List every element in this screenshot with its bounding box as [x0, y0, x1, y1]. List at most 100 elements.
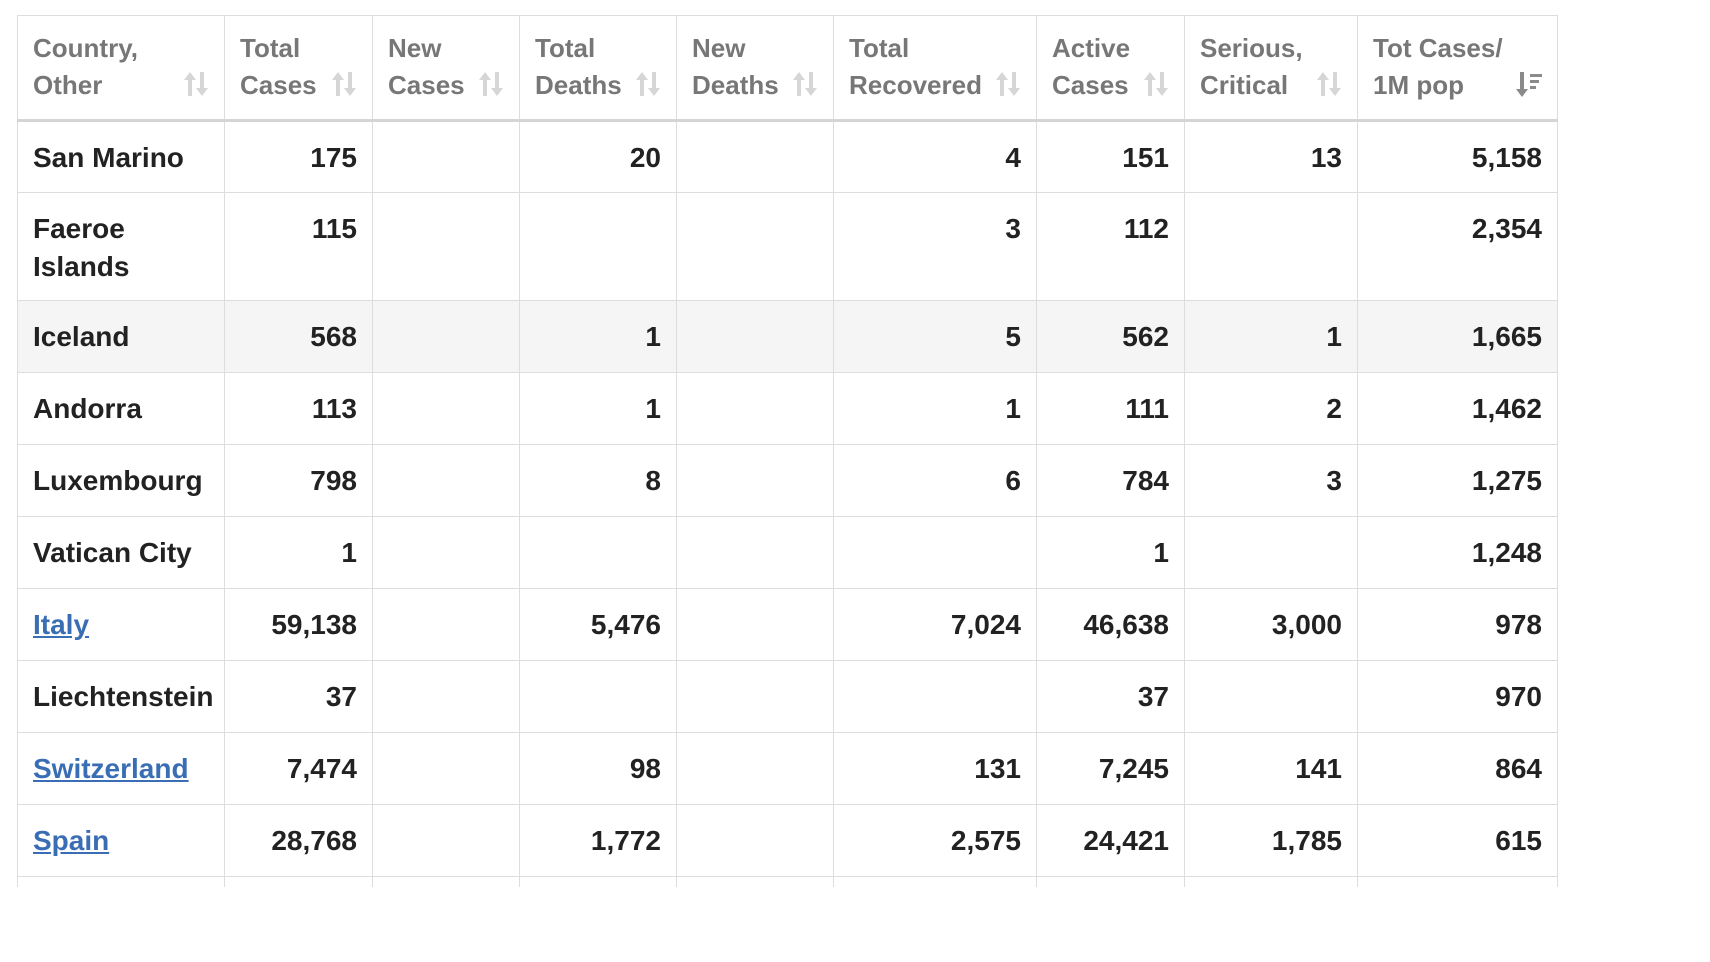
- cell-total-deaths: 1: [519, 372, 677, 445]
- sort-both-icon[interactable]: [634, 70, 662, 98]
- cell-serious-critical: 1: [1184, 300, 1358, 373]
- cell-new-cases: [372, 516, 520, 589]
- cell-total-recovered: 5: [833, 300, 1037, 373]
- sort-both-icon[interactable]: [994, 70, 1022, 98]
- header-label-line2: Cases: [1052, 70, 1129, 100]
- header-serious-critical[interactable]: Serious, Critical: [1184, 15, 1358, 122]
- cell-new-cases: [372, 588, 520, 661]
- header-label-line2: Deaths: [535, 70, 622, 100]
- cell-cases-per-million: 1,462: [1357, 372, 1558, 445]
- table-row-partial: [17, 876, 1558, 887]
- cell-empty: [17, 876, 225, 887]
- cell-country: Andorra: [17, 372, 225, 445]
- cell-new-cases: [372, 444, 520, 517]
- table-body: San Marino 175 20 4 151 13 5,158 Faeroe Islands…: [17, 120, 1558, 887]
- cell-empty: [676, 876, 834, 887]
- country-name: Liechtenstein: [33, 681, 214, 712]
- country-name: Iceland: [33, 321, 130, 352]
- cell-total-deaths: [519, 192, 677, 301]
- header-label-line1: New: [388, 33, 442, 63]
- cell-new-cases: [372, 372, 520, 445]
- cell-new-deaths: [676, 732, 834, 805]
- cell-total-recovered: 3: [833, 192, 1037, 301]
- cell-country: Switzerland: [17, 732, 225, 805]
- sort-both-icon[interactable]: [791, 70, 819, 98]
- cell-country: Iceland: [17, 300, 225, 373]
- cell-total-recovered: 6: [833, 444, 1037, 517]
- cell-empty: [372, 876, 520, 887]
- cell-country: San Marino: [17, 120, 225, 193]
- cell-cases-per-million: 2,354: [1357, 192, 1558, 301]
- cell-empty: [224, 876, 373, 887]
- header-label-line1: Tot Cases/: [1373, 33, 1503, 63]
- cell-cases-per-million: 1,248: [1357, 516, 1558, 589]
- cell-empty: [1184, 876, 1358, 887]
- cell-new-deaths: [676, 300, 834, 373]
- table-row: Liechtenstein 37 37 970: [17, 660, 1558, 733]
- country-name: Faeroe Islands: [33, 213, 130, 282]
- cell-total-deaths: 1: [519, 300, 677, 373]
- country-link[interactable]: Italy: [33, 609, 90, 640]
- cell-total-recovered: 4: [833, 120, 1037, 193]
- country-link[interactable]: Switzerland: [33, 753, 189, 784]
- header-label-line2: Cases: [388, 70, 465, 100]
- cell-new-deaths: [676, 192, 834, 301]
- sort-both-icon[interactable]: [1315, 70, 1343, 98]
- cell-new-cases: [372, 732, 520, 805]
- cell-serious-critical: 141: [1184, 732, 1358, 805]
- header-label-line1: Total: [849, 33, 910, 63]
- cell-serious-critical: [1184, 516, 1358, 589]
- cell-active-cases: 562: [1036, 300, 1185, 373]
- header-label-line1: Total: [240, 33, 301, 63]
- header-label-line1: Total: [535, 33, 596, 63]
- sort-both-icon[interactable]: [1142, 70, 1170, 98]
- sort-both-icon[interactable]: [477, 70, 505, 98]
- cell-total-cases: 28,768: [224, 804, 373, 877]
- header-total-cases[interactable]: Total Cases: [224, 15, 373, 122]
- cell-active-cases: 111: [1036, 372, 1185, 445]
- header-country[interactable]: Country, Other: [17, 15, 225, 122]
- cell-total-deaths: 5,476: [519, 588, 677, 661]
- header-total-recovered[interactable]: Total Recovered: [833, 15, 1037, 122]
- cell-total-deaths: 1,772: [519, 804, 677, 877]
- header-cases-per-million[interactable]: Tot Cases/1M pop: [1357, 15, 1558, 122]
- header-new-deaths[interactable]: New Deaths: [676, 15, 834, 122]
- country-name: San Marino: [33, 142, 184, 173]
- table-row: Iceland 568 1 5 562 1 1,665: [17, 300, 1558, 373]
- header-label-line2: Cases: [240, 70, 317, 100]
- cell-cases-per-million: 615: [1357, 804, 1558, 877]
- table-header: Country, Other Total Cases New Cases Total Deat…: [17, 15, 1558, 122]
- cell-new-deaths: [676, 804, 834, 877]
- cell-cases-per-million: 978: [1357, 588, 1558, 661]
- country-name: Vatican City: [33, 537, 192, 568]
- cell-country: Italy: [17, 588, 225, 661]
- cell-total-cases: 175: [224, 120, 373, 193]
- cell-new-cases: [372, 300, 520, 373]
- country-name: Luxembourg: [33, 465, 203, 496]
- cell-active-cases: 24,421: [1036, 804, 1185, 877]
- table-row: Italy 59,138 5,476 7,024 46,638 3,000 978: [17, 588, 1558, 661]
- country-link[interactable]: Spain: [33, 825, 110, 856]
- sort-both-icon[interactable]: [182, 70, 210, 98]
- header-total-deaths[interactable]: Total Deaths: [519, 15, 677, 122]
- cell-cases-per-million: 970: [1357, 660, 1558, 733]
- header-active-cases[interactable]: Active Cases: [1036, 15, 1185, 122]
- cell-empty: [1036, 876, 1185, 887]
- cell-new-cases: [372, 192, 520, 301]
- header-new-cases[interactable]: New Cases: [372, 15, 520, 122]
- cell-total-recovered: [833, 516, 1037, 589]
- sort-desc-icon[interactable]: [1515, 70, 1543, 98]
- cell-total-deaths: 98: [519, 732, 677, 805]
- cell-total-cases: 568: [224, 300, 373, 373]
- cell-country: Luxembourg: [17, 444, 225, 517]
- cell-serious-critical: [1184, 660, 1358, 733]
- header-label-line2: Deaths: [692, 70, 779, 100]
- cell-active-cases: 112: [1036, 192, 1185, 301]
- cell-total-deaths: [519, 660, 677, 733]
- sort-both-icon[interactable]: [330, 70, 358, 98]
- cell-active-cases: 37: [1036, 660, 1185, 733]
- stats-table-container: Country, Other Total Cases New Cases Total Deat…: [17, 15, 1558, 887]
- header-label-line2: Recovered: [849, 70, 982, 100]
- cell-total-deaths: 8: [519, 444, 677, 517]
- cell-cases-per-million: 1,275: [1357, 444, 1558, 517]
